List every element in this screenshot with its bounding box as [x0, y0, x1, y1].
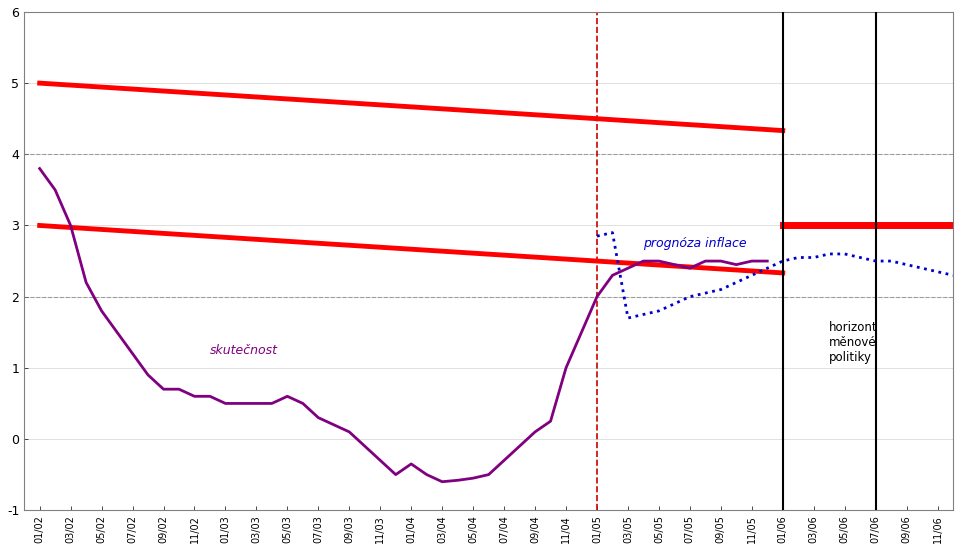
Text: horizont
měnové
politiky: horizont měnové politiky	[829, 321, 877, 364]
Text: skutečnost: skutečnost	[210, 344, 278, 356]
Text: prognóza inflace: prognóza inflace	[643, 237, 747, 250]
